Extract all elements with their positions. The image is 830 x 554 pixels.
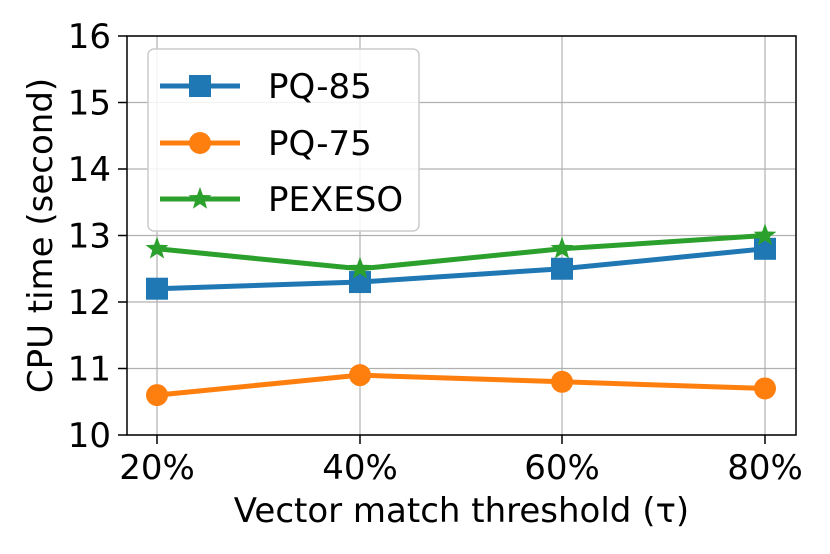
y-axis-label: CPU time (second) [21, 78, 61, 393]
series-lines [145, 223, 777, 407]
y-tick-label: 16 [68, 17, 111, 57]
series-pq-75 [146, 364, 776, 407]
data-point [146, 384, 168, 407]
x-tick-label: 20% [119, 448, 195, 488]
x-tick-label: 40% [322, 448, 398, 488]
data-point [146, 277, 168, 300]
data-point [551, 370, 573, 393]
series-line [156, 372, 766, 398]
legend-label: PEXESO [268, 180, 403, 220]
series-pexeso [145, 223, 777, 279]
y-tick-label: 10 [68, 416, 111, 456]
data-point [753, 223, 777, 246]
legend-item: PQ-75 [160, 124, 372, 164]
legend-item: PQ-85 [160, 67, 372, 107]
y-tick-label: 11 [68, 350, 111, 390]
x-tick-label: 80% [727, 448, 803, 488]
y-tick-label: 15 [68, 84, 111, 124]
legend-marker [189, 75, 211, 97]
legend: PQ-85 PQ-75 PEXESO [147, 48, 420, 232]
series-line [156, 233, 766, 272]
legend-marker [188, 187, 212, 209]
data-point [551, 257, 573, 280]
data-point [754, 377, 776, 400]
series-line [156, 246, 766, 292]
data-point [145, 236, 169, 259]
data-point [550, 236, 574, 259]
legend-box [147, 48, 420, 232]
data-point [754, 237, 776, 260]
legend-label: PQ-75 [268, 124, 372, 164]
data-point [349, 271, 371, 294]
series-pq-85 [146, 237, 776, 300]
y-tick-label: 14 [68, 150, 111, 190]
legend-item: PEXESO [160, 180, 403, 220]
data-point [348, 256, 372, 279]
y-tick-label: 12 [68, 283, 111, 323]
y-tick-label: 13 [68, 217, 111, 257]
axis-ticks: 10 11 12 13 14 15 16 20% 40% 60% 80% [68, 17, 803, 488]
x-tick-label: 60% [524, 448, 600, 488]
data-point [349, 364, 371, 387]
legend-marker [189, 132, 211, 154]
legend-label: PQ-85 [268, 67, 372, 107]
x-axis-label: Vector match threshold (τ) [234, 491, 689, 531]
